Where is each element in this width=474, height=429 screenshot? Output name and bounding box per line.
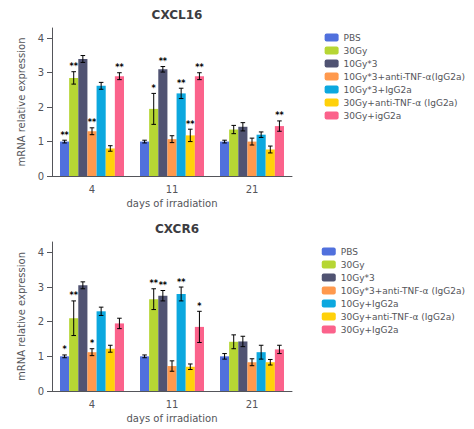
svg-text:*: *: [62, 345, 67, 354]
svg-text:CXCL16: CXCL16: [152, 8, 203, 22]
svg-text:PBS: PBS: [341, 247, 358, 257]
svg-text:**: **: [60, 131, 69, 140]
svg-text:21: 21: [246, 184, 259, 195]
svg-text:PBS: PBS: [344, 33, 361, 43]
svg-text:11: 11: [166, 399, 179, 410]
svg-text:*: *: [90, 339, 95, 348]
svg-text:30Gy+igG2a: 30Gy+igG2a: [344, 111, 402, 121]
svg-text:30Gy+IgG2a: 30Gy+IgG2a: [341, 325, 399, 335]
svg-text:4: 4: [89, 399, 95, 410]
svg-text:1: 1: [38, 136, 44, 147]
svg-text:30Gy: 30Gy: [341, 260, 365, 270]
svg-text:**: **: [159, 281, 168, 290]
svg-text:21: 21: [246, 399, 259, 410]
svg-text:**: **: [195, 63, 204, 72]
svg-text:10Gy*3+anti-TNF-α (IgG2a): 10Gy*3+anti-TNF-α (IgG2a): [341, 286, 465, 296]
svg-text:0: 0: [38, 386, 44, 397]
svg-text:30Gy+anti-TNF-α (IgG2a): 30Gy+anti-TNF-α (IgG2a): [341, 312, 455, 322]
svg-text:3: 3: [38, 67, 44, 78]
svg-text:**: **: [186, 120, 195, 129]
svg-text:0: 0: [38, 171, 44, 182]
svg-text:**: **: [177, 278, 186, 287]
svg-text:mRNA relative expression: mRNA relative expression: [16, 37, 27, 166]
svg-text:**: **: [115, 63, 124, 72]
svg-text:1: 1: [38, 351, 44, 362]
svg-text:30Gy: 30Gy: [344, 46, 368, 56]
svg-text:mRNA relative expression: mRNA relative expression: [16, 252, 27, 381]
svg-text:**: **: [177, 79, 186, 88]
svg-text:2: 2: [38, 102, 44, 113]
svg-text:**: **: [150, 279, 159, 288]
svg-text:10Gy*3+anti-TNF-α(IgG2a): 10Gy*3+anti-TNF-α(IgG2a): [344, 72, 465, 82]
svg-text:4: 4: [89, 184, 95, 195]
svg-text:3: 3: [38, 282, 44, 293]
svg-text:4: 4: [38, 247, 44, 258]
svg-text:30Gy+anti-TNF-α (IgG2a): 30Gy+anti-TNF-α (IgG2a): [344, 98, 458, 108]
svg-text:**: **: [70, 291, 79, 300]
svg-text:days of irradiation: days of irradiation: [127, 413, 218, 424]
svg-text:10Gy*3+IgG2a: 10Gy*3+IgG2a: [344, 85, 412, 95]
svg-text:10Gy*3: 10Gy*3: [344, 59, 378, 69]
svg-text:10Gy*3: 10Gy*3: [341, 273, 375, 283]
svg-text:10Gy+IgG2a: 10Gy+IgG2a: [341, 299, 399, 309]
svg-text:*: *: [152, 84, 157, 93]
svg-text:CXCR6: CXCR6: [155, 222, 199, 236]
svg-text:days of irradiation: days of irradiation: [127, 198, 218, 209]
svg-text:4: 4: [38, 33, 44, 44]
svg-text:*: *: [197, 302, 202, 311]
svg-text:**: **: [159, 57, 168, 66]
svg-text:11: 11: [166, 184, 179, 195]
svg-text:2: 2: [38, 316, 44, 327]
svg-text:**: **: [70, 62, 79, 71]
svg-text:**: **: [275, 111, 284, 120]
svg-text:**: **: [88, 118, 97, 127]
